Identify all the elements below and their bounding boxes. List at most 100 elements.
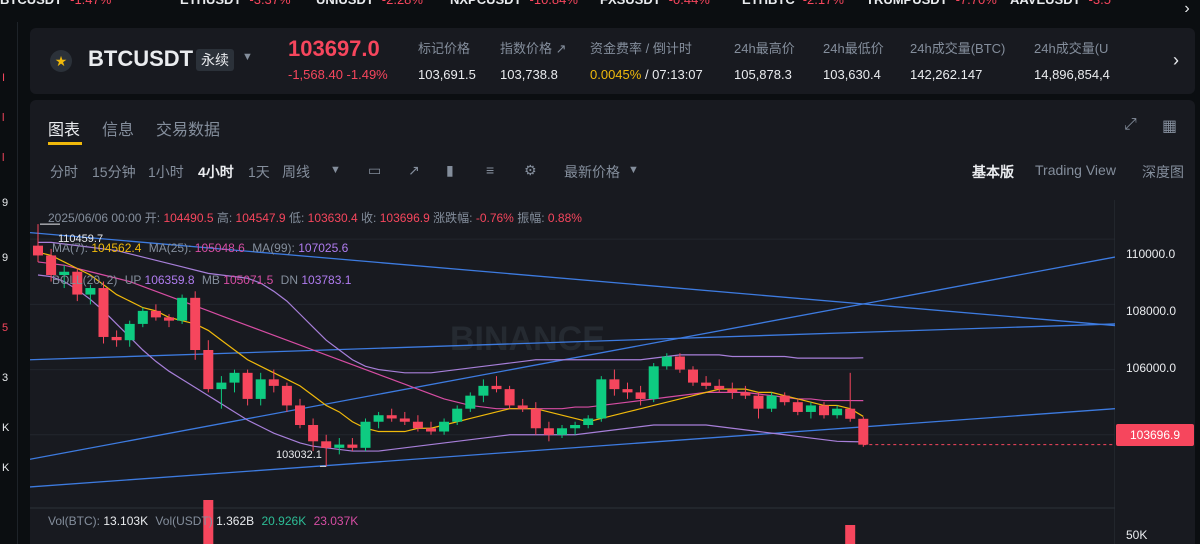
indicators-icon[interactable]: ↗: [408, 162, 420, 178]
chart-type-icon[interactable]: ▭: [368, 162, 382, 178]
price-type-dropdown-icon[interactable]: ▼: [628, 164, 639, 176]
interval-4h[interactable]: 4小时: [198, 164, 234, 180]
candle-body: [688, 369, 698, 383]
candle-body: [347, 444, 358, 448]
ticker-item[interactable]: UNIUSDT -2.28%: [316, 0, 423, 7]
candle-date: 2025/06/06 00:00: [48, 211, 142, 225]
ticker-change: -0.44%: [669, 0, 710, 7]
candle-body: [452, 408, 463, 422]
ticker-next-icon[interactable]: ›: [1184, 0, 1190, 17]
candle-body: [111, 336, 122, 341]
funding-countdown: / 07:13:07: [641, 67, 703, 82]
candle-body: [386, 415, 397, 419]
vol-ma1-value: 20.926K: [261, 514, 307, 528]
candle-body: [399, 418, 410, 422]
stat-value: 0.0045% / 07:13:07: [590, 67, 703, 82]
vol-usdt-label: Vol(USDT): [155, 514, 213, 528]
stat-index-price[interactable]: 指数价格 ↗ 103,738.8: [500, 38, 567, 82]
stat-label: 24h最低价: [823, 41, 884, 56]
volume-bar: [203, 500, 214, 544]
interval-1h[interactable]: 1小时: [148, 164, 184, 180]
candle-body: [779, 395, 790, 403]
candle-body: [137, 310, 148, 324]
stat-value: 105,878.3: [734, 67, 792, 82]
stats-next-icon[interactable]: ›: [1173, 50, 1179, 70]
candle-body: [714, 385, 725, 390]
change-label: 涨跌幅:: [433, 211, 473, 225]
candle-style-icon[interactable]: ▮: [446, 162, 454, 178]
interval-1d[interactable]: 1天: [248, 164, 270, 180]
interval-weekly[interactable]: 周线: [282, 164, 310, 180]
ticker-item[interactable]: BTCUSDT -1.47%: [0, 0, 111, 7]
boll-dn-label: DN: [280, 273, 299, 287]
symbol-header: ★ BTCUSDT 永续 ▼ 103697.0 -1,568.40 -1.49%…: [30, 28, 1195, 94]
y-tick-label: 110000.0: [1126, 247, 1176, 261]
boll-mb-label: MB: [201, 273, 220, 287]
stat-label: 24h成交量(U: [1034, 41, 1109, 56]
tab-chart[interactable]: 图表: [48, 122, 81, 139]
stat-label: 24h最高价: [734, 41, 795, 56]
tab-info[interactable]: 信息: [102, 122, 135, 139]
interval-15m[interactable]: 15分钟: [92, 164, 136, 180]
stat-value: 103,738.8: [500, 67, 558, 82]
low-value: 103630.4: [307, 211, 358, 225]
view-tradingview[interactable]: Trading View: [1035, 162, 1116, 178]
interval-more-icon[interactable]: ▼: [330, 164, 341, 176]
trendline: [30, 256, 1115, 460]
stat-label: 标记价格: [418, 41, 471, 56]
stat-24h-volume-btc: 24h成交量(BTC) 142,262.147: [910, 38, 1005, 82]
candle-body: [321, 441, 332, 448]
candle-body: [177, 297, 188, 321]
stat-value: 14,896,854,4: [1034, 67, 1110, 82]
candlestick-chart[interactable]: BINANCE: [30, 200, 1115, 544]
price-change: -1,568.40 -1.49%: [288, 67, 388, 82]
ticker-item[interactable]: NXPCUSDT -10.84%: [450, 0, 578, 7]
tab-trading-data[interactable]: 交易数据: [156, 122, 221, 139]
candle-body: [858, 418, 869, 445]
chart-panel: 图表 信息 交易数据 ⤢ ▦ 分时 15分钟 1小时 4小时 1天 周线 ▼ ▭…: [30, 100, 1195, 544]
trendline: [30, 231, 1115, 327]
layout-grid-icon[interactable]: ▦: [1162, 118, 1178, 135]
candle-body: [72, 271, 83, 295]
stat-mark-price: 标记价格 103,691.5: [418, 38, 476, 82]
view-basic[interactable]: 基本版: [972, 164, 1014, 180]
candle-body: [491, 385, 502, 390]
ma25-value: 105048.6: [194, 241, 245, 255]
symbol-name[interactable]: BTCUSDT: [88, 46, 194, 71]
view-depth[interactable]: 深度图: [1142, 164, 1184, 180]
candle-body: [805, 405, 816, 412]
candle-body: [648, 366, 659, 399]
candle-body: [504, 389, 515, 406]
candle-body: [478, 385, 489, 396]
ticker-item[interactable]: AAVEUSDT -3.5: [1010, 0, 1111, 7]
price-type-select[interactable]: 最新价格: [564, 164, 620, 180]
candle-body: [360, 421, 371, 448]
candle-body: [753, 395, 764, 409]
volume-tick-label: 50K: [1126, 528, 1148, 542]
chart-toolbar: 分时 15分钟 1小时 4小时 1天 周线 ▼ ▭ ↗ ▮ ≡ ⚙ 最新价格 ▼…: [30, 162, 1195, 190]
candle-body: [819, 405, 829, 416]
ticker-item[interactable]: ETHBTC -2.17%: [742, 0, 844, 7]
volume-bar: [845, 525, 856, 544]
change-value: -0.76%: [475, 211, 514, 225]
trendline: [30, 408, 1115, 488]
low-label: 低:: [288, 211, 305, 225]
candle-body: [517, 405, 528, 409]
ticker-item[interactable]: FXSUSDT -0.44%: [600, 0, 710, 7]
ticker-item[interactable]: ETHUSDT -3.37%: [180, 0, 291, 7]
favorite-star-icon[interactable]: ★: [50, 50, 72, 72]
candle-body: [596, 379, 607, 419]
ticker-symbol: ETHUSDT: [180, 0, 241, 7]
fullscreen-icon[interactable]: ⤢: [1124, 116, 1137, 133]
candle-body: [832, 408, 843, 416]
current-price-tag: 103696.9: [1116, 424, 1194, 446]
interval-time-sharing[interactable]: 分时: [50, 164, 78, 180]
drawing-tools-icon[interactable]: ≡: [486, 162, 495, 178]
candle-body: [33, 245, 43, 256]
symbol-dropdown-icon[interactable]: ▼: [242, 51, 253, 63]
contract-type-badge: 永续: [196, 49, 234, 71]
settings-gear-icon[interactable]: ⚙: [524, 162, 537, 178]
candle-body: [583, 418, 594, 425]
ticker-item[interactable]: TRUMPUSDT -7.70%: [866, 0, 997, 7]
ticker-symbol: ETHBTC: [742, 0, 795, 7]
